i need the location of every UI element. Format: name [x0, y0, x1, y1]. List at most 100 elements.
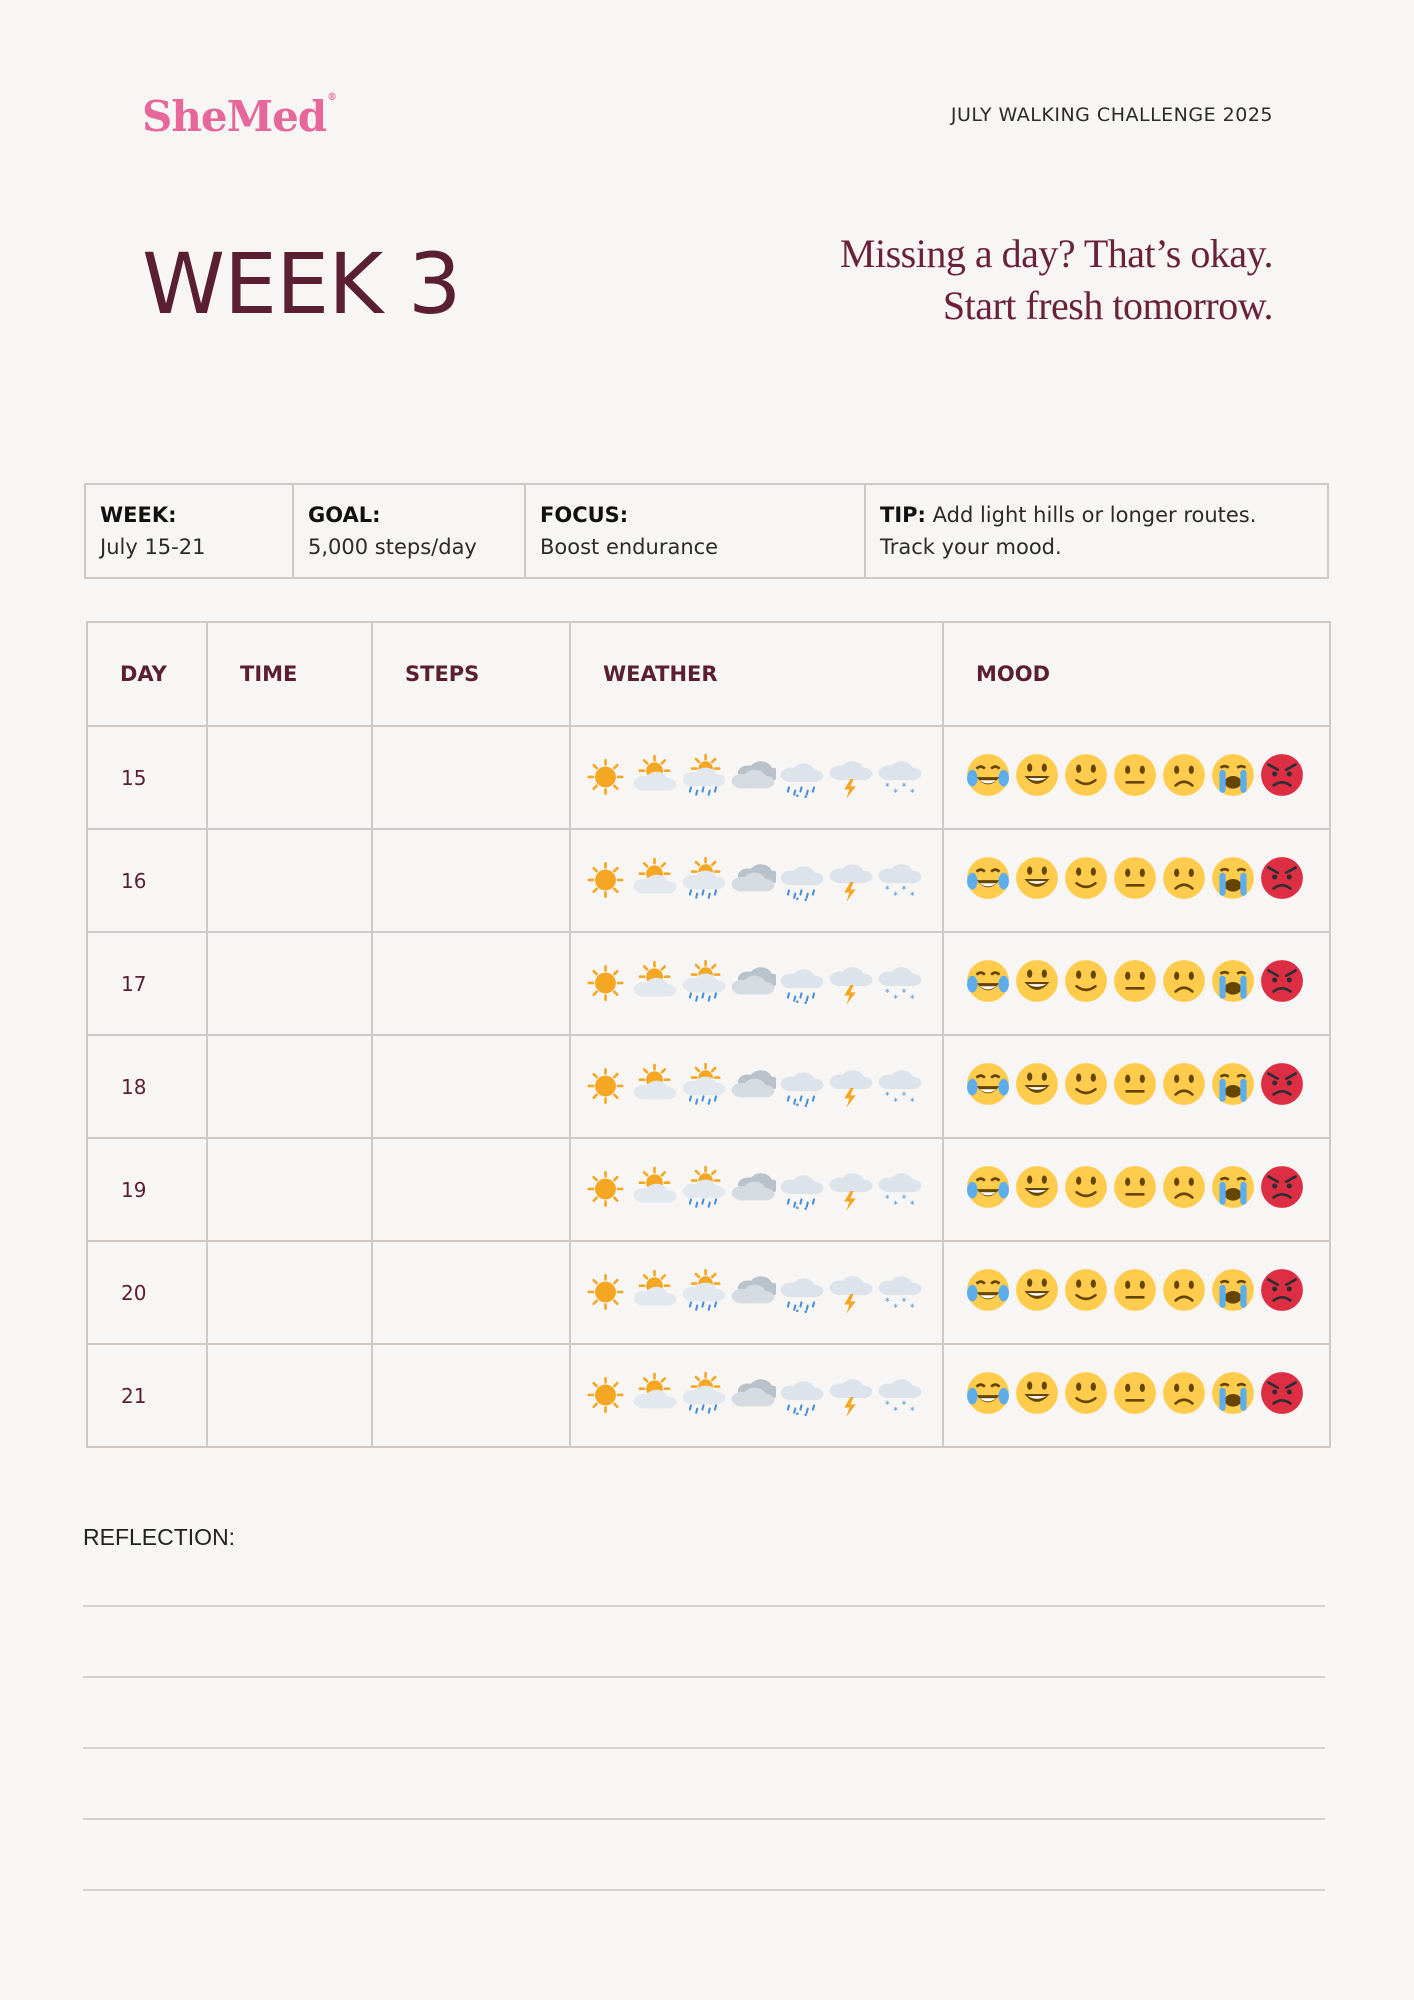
- crying-face-icon[interactable]: [1210, 1061, 1256, 1112]
- laughing-face-icon[interactable]: [965, 1061, 1011, 1112]
- neutral-face-icon[interactable]: [1112, 1267, 1158, 1318]
- laughing-face-icon[interactable]: [965, 752, 1011, 803]
- angry-face-icon[interactable]: [1259, 958, 1305, 1009]
- crying-face-icon[interactable]: [1210, 1164, 1256, 1215]
- crying-face-icon[interactable]: [1210, 855, 1256, 906]
- snow-icon[interactable]: * * * *: [876, 1372, 923, 1420]
- sunny-icon[interactable]: [582, 1269, 629, 1317]
- partly-cloudy-icon[interactable]: [631, 1269, 678, 1317]
- sunny-icon[interactable]: [582, 857, 629, 905]
- smiling-face-icon[interactable]: [1063, 855, 1109, 906]
- crying-face-icon[interactable]: [1210, 1370, 1256, 1421]
- neutral-face-icon[interactable]: [1112, 855, 1158, 906]
- crying-face-icon[interactable]: [1210, 1267, 1256, 1318]
- time-cell[interactable]: [206, 1343, 373, 1448]
- smiling-face-icon[interactable]: [1063, 752, 1109, 803]
- rain-icon[interactable]: [778, 857, 825, 905]
- sun-rain-icon[interactable]: [680, 959, 727, 1008]
- smiling-face-icon[interactable]: [1063, 958, 1109, 1009]
- grinning-face-icon[interactable]: [1014, 1370, 1060, 1421]
- partly-cloudy-icon[interactable]: [631, 960, 678, 1008]
- smiling-face-icon[interactable]: [1063, 1061, 1109, 1112]
- sun-rain-icon[interactable]: [680, 1371, 727, 1420]
- snow-icon[interactable]: * * * *: [876, 960, 923, 1008]
- reflection-line[interactable]: [83, 1818, 1325, 1820]
- steps-cell[interactable]: [371, 725, 571, 830]
- rain-icon[interactable]: [778, 1269, 825, 1317]
- frowning-face-icon[interactable]: [1161, 1164, 1207, 1215]
- angry-face-icon[interactable]: [1259, 752, 1305, 803]
- angry-face-icon[interactable]: [1259, 1164, 1305, 1215]
- grinning-face-icon[interactable]: [1014, 1164, 1060, 1215]
- time-cell[interactable]: [206, 1137, 373, 1242]
- snow-icon[interactable]: * * * *: [876, 1269, 923, 1317]
- frowning-face-icon[interactable]: [1161, 855, 1207, 906]
- steps-cell[interactable]: [371, 1034, 571, 1139]
- sun-rain-icon[interactable]: [680, 1268, 727, 1317]
- thunderstorm-icon[interactable]: [827, 1063, 874, 1111]
- frowning-face-icon[interactable]: [1161, 752, 1207, 803]
- angry-face-icon[interactable]: [1259, 1267, 1305, 1318]
- thunderstorm-icon[interactable]: [827, 1166, 874, 1214]
- grinning-face-icon[interactable]: [1014, 1061, 1060, 1112]
- sunny-icon[interactable]: [582, 1372, 629, 1420]
- grinning-face-icon[interactable]: [1014, 958, 1060, 1009]
- steps-cell[interactable]: [371, 931, 571, 1036]
- time-cell[interactable]: [206, 725, 373, 830]
- rain-icon[interactable]: [778, 1166, 825, 1214]
- partly-cloudy-icon[interactable]: [631, 1372, 678, 1420]
- cloudy-icon[interactable]: [729, 1063, 776, 1111]
- sunny-icon[interactable]: [582, 960, 629, 1008]
- neutral-face-icon[interactable]: [1112, 958, 1158, 1009]
- neutral-face-icon[interactable]: [1112, 1061, 1158, 1112]
- snow-icon[interactable]: * * * *: [876, 754, 923, 802]
- grinning-face-icon[interactable]: [1014, 752, 1060, 803]
- frowning-face-icon[interactable]: [1161, 958, 1207, 1009]
- thunderstorm-icon[interactable]: [827, 960, 874, 1008]
- rain-icon[interactable]: [778, 960, 825, 1008]
- grinning-face-icon[interactable]: [1014, 1267, 1060, 1318]
- smiling-face-icon[interactable]: [1063, 1164, 1109, 1215]
- sunny-icon[interactable]: [582, 754, 629, 802]
- reflection-line[interactable]: [83, 1747, 1325, 1749]
- frowning-face-icon[interactable]: [1161, 1370, 1207, 1421]
- sunny-icon[interactable]: [582, 1166, 629, 1214]
- angry-face-icon[interactable]: [1259, 855, 1305, 906]
- steps-cell[interactable]: [371, 1343, 571, 1448]
- crying-face-icon[interactable]: [1210, 958, 1256, 1009]
- cloudy-icon[interactable]: [729, 1269, 776, 1317]
- sun-rain-icon[interactable]: [680, 753, 727, 802]
- smiling-face-icon[interactable]: [1063, 1370, 1109, 1421]
- laughing-face-icon[interactable]: [965, 1164, 1011, 1215]
- angry-face-icon[interactable]: [1259, 1061, 1305, 1112]
- time-cell[interactable]: [206, 828, 373, 933]
- snow-icon[interactable]: * * * *: [876, 857, 923, 905]
- cloudy-icon[interactable]: [729, 857, 776, 905]
- reflection-line[interactable]: [83, 1605, 1325, 1607]
- sun-rain-icon[interactable]: [680, 856, 727, 905]
- sunny-icon[interactable]: [582, 1063, 629, 1111]
- thunderstorm-icon[interactable]: [827, 857, 874, 905]
- partly-cloudy-icon[interactable]: [631, 857, 678, 905]
- cloudy-icon[interactable]: [729, 960, 776, 1008]
- crying-face-icon[interactable]: [1210, 752, 1256, 803]
- angry-face-icon[interactable]: [1259, 1370, 1305, 1421]
- smiling-face-icon[interactable]: [1063, 1267, 1109, 1318]
- laughing-face-icon[interactable]: [965, 855, 1011, 906]
- sun-rain-icon[interactable]: [680, 1165, 727, 1214]
- sun-rain-icon[interactable]: [680, 1062, 727, 1111]
- snow-icon[interactable]: * * * *: [876, 1063, 923, 1111]
- laughing-face-icon[interactable]: [965, 1267, 1011, 1318]
- laughing-face-icon[interactable]: [965, 958, 1011, 1009]
- thunderstorm-icon[interactable]: [827, 754, 874, 802]
- steps-cell[interactable]: [371, 1137, 571, 1242]
- rain-icon[interactable]: [778, 754, 825, 802]
- grinning-face-icon[interactable]: [1014, 855, 1060, 906]
- neutral-face-icon[interactable]: [1112, 752, 1158, 803]
- cloudy-icon[interactable]: [729, 1166, 776, 1214]
- partly-cloudy-icon[interactable]: [631, 1166, 678, 1214]
- time-cell[interactable]: [206, 1034, 373, 1139]
- frowning-face-icon[interactable]: [1161, 1061, 1207, 1112]
- time-cell[interactable]: [206, 1240, 373, 1345]
- thunderstorm-icon[interactable]: [827, 1269, 874, 1317]
